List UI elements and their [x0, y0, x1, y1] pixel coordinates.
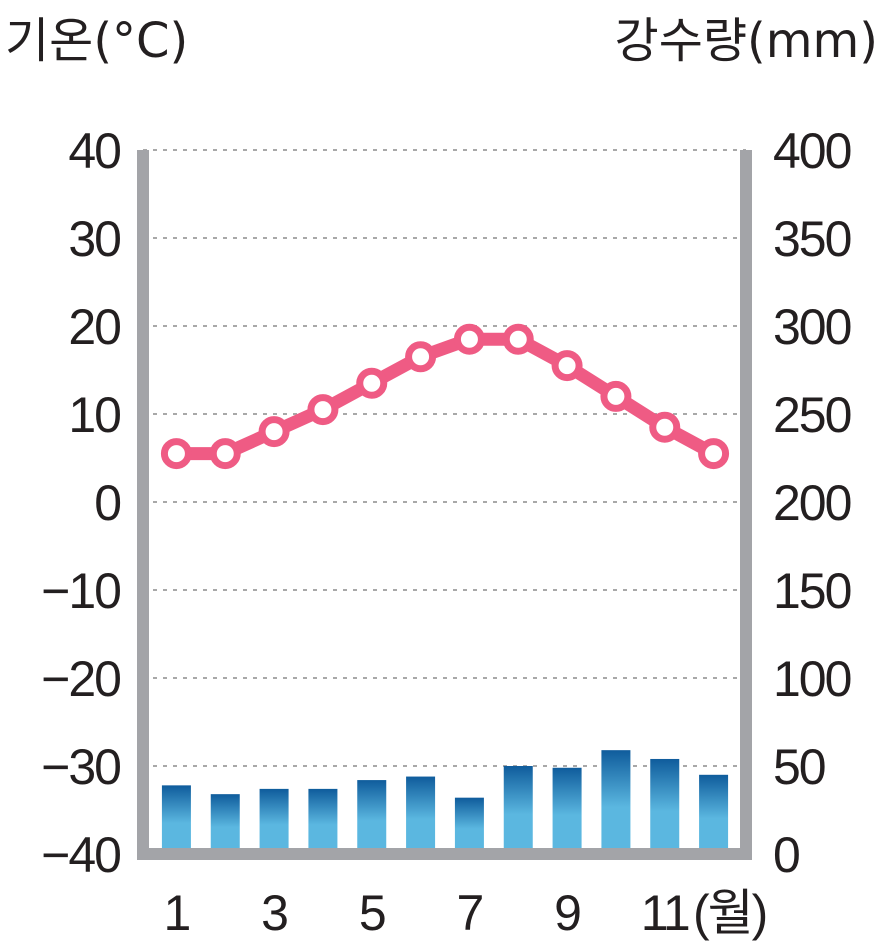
precipitation-bar: [650, 758, 680, 854]
precipitation-bar: [406, 776, 436, 854]
temperature-point: [453, 323, 485, 355]
temperature-point: [307, 394, 339, 426]
right-axis-title: 강수량(mm): [615, 13, 878, 69]
x-axis-unit: (월): [693, 885, 766, 941]
temperature-series-line: [169, 332, 721, 461]
temperature-point: [649, 411, 681, 443]
month-tick-label: 11: [641, 885, 689, 941]
month-tick-label: 1: [164, 885, 190, 941]
precipitation-bar: [601, 750, 631, 854]
temperature-tick-label: −10: [41, 563, 120, 619]
left-axis-title: 기온(°C): [5, 13, 188, 69]
temperature-point: [551, 350, 583, 382]
temperature-point: [405, 341, 437, 373]
temperature-tick-label: 40: [68, 123, 120, 179]
temperature-point: [258, 416, 290, 448]
temperature-point: [502, 323, 534, 355]
temperature-tick-label: 30: [68, 211, 120, 267]
precipitation-axis-ticks: 400 350 300 250 200 150 100 50 0: [773, 123, 853, 883]
precipitation-tick-label: 400: [773, 123, 851, 179]
temperature-tick-label: 10: [68, 387, 120, 443]
precipitation-tick-label: 200: [773, 475, 851, 531]
precipitation-tick-label: 150: [773, 563, 851, 619]
plot-axis-frame: [137, 150, 752, 860]
precipitation-bar: [552, 767, 582, 854]
precipitation-tick-label: 0: [773, 827, 799, 883]
precipitation-bar: [259, 788, 289, 854]
precipitation-tick-label: 350: [773, 211, 851, 267]
temperature-point: [600, 380, 632, 412]
precipitation-bar: [357, 780, 387, 854]
precipitation-bar: [503, 766, 533, 854]
precipitation-tick-label: 300: [773, 299, 851, 355]
temperature-tick-label: 20: [68, 299, 120, 355]
month-tick-label: 7: [457, 885, 483, 941]
temperature-point: [356, 367, 388, 399]
month-tick-label: 9: [554, 885, 580, 941]
temperature-line: [160, 323, 730, 470]
temperature-point: [160, 438, 192, 470]
precipitation-bar: [308, 788, 338, 854]
temperature-tick-label: 0: [94, 475, 120, 531]
temperature-axis-ticks: 40 30 20 10 0 −10 −20 −30 −40: [41, 123, 122, 883]
plot-frame: [137, 150, 752, 860]
precipitation-bar: [210, 794, 240, 854]
precipitation-bar: [454, 797, 484, 854]
precipitation-bar: [161, 785, 191, 854]
temperature-point: [209, 438, 241, 470]
temperature-tick-label: −30: [41, 739, 120, 795]
precipitation-bars: [161, 750, 729, 854]
precipitation-tick-label: 50: [773, 739, 825, 795]
temperature-point: [698, 438, 730, 470]
precipitation-bar: [699, 774, 729, 854]
gridlines: [143, 149, 746, 767]
precipitation-tick-label: 250: [773, 387, 851, 443]
month-tick-label: 5: [359, 885, 385, 941]
temperature-tick-label: −40: [41, 827, 120, 883]
precipitation-tick-label: 100: [773, 651, 851, 707]
month-tick-label: 3: [261, 885, 287, 941]
month-axis-ticks: 1 3 5 7 9 11: [164, 885, 691, 941]
temperature-tick-label: −20: [41, 651, 120, 707]
